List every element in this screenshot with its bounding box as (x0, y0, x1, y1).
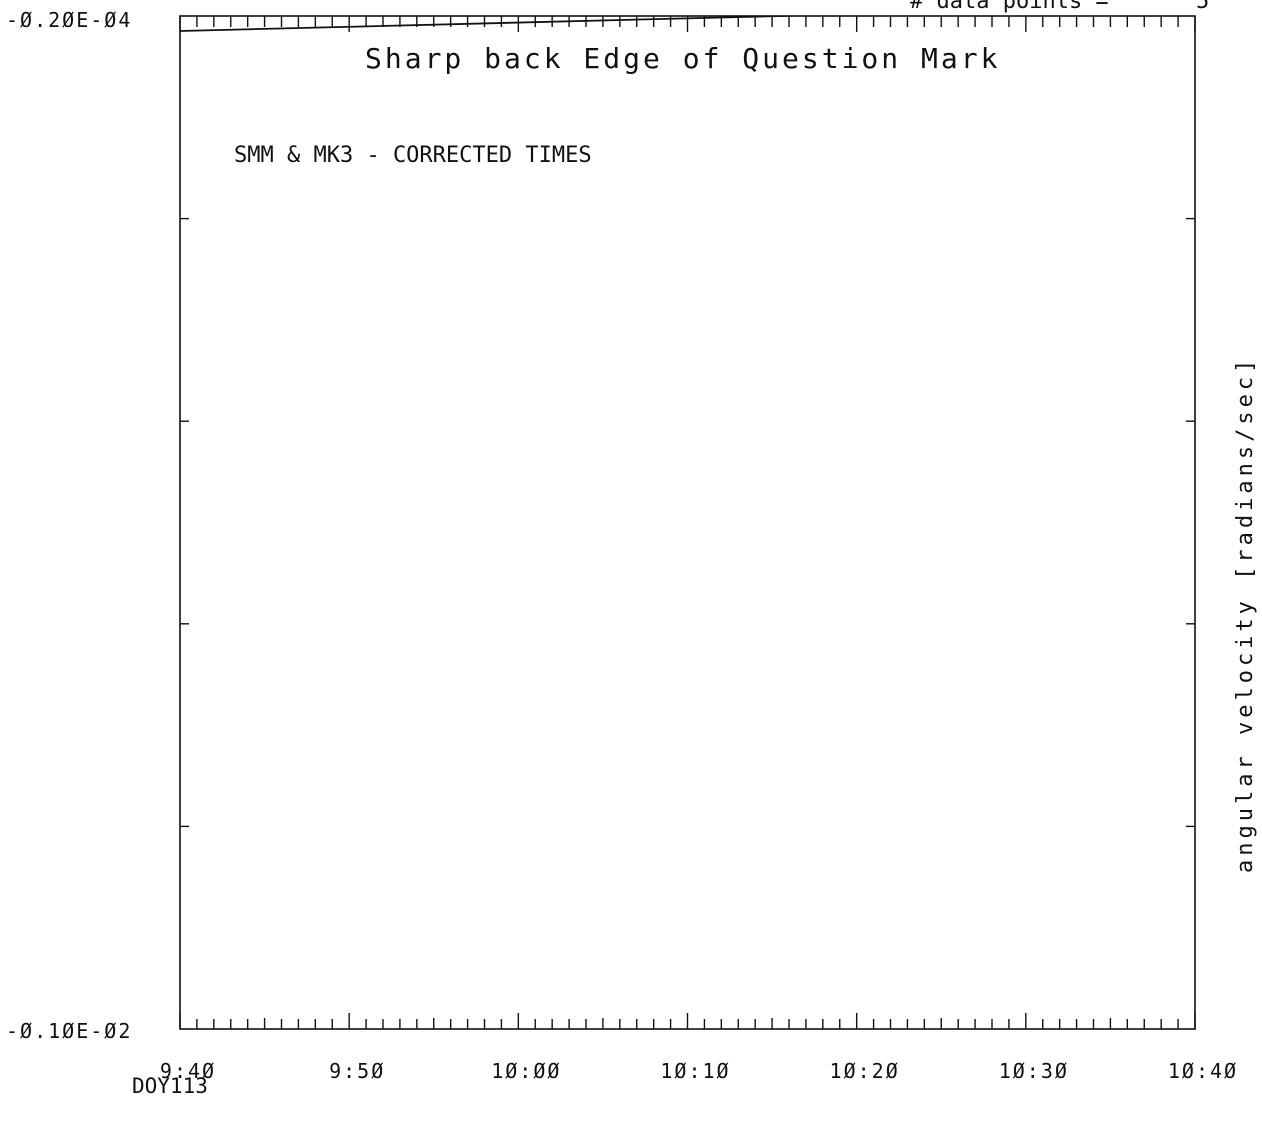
header-data-points-value: 5 (1196, 0, 1209, 14)
x-tick-label: 1Ø:2Ø (830, 1059, 900, 1083)
series-line (180, 16, 818, 32)
x-tick-label: 1Ø:4Ø (1168, 1059, 1238, 1083)
x-tick-label: 1Ø:1Ø (660, 1059, 730, 1083)
y-axis-label: angular velocity [radians/sec] (1233, 356, 1258, 873)
x-tick-label: 9:5Ø (329, 1059, 385, 1083)
y-tick-label-bottom: -Ø.1ØE-Ø2 (6, 1019, 132, 1043)
chart-title: Sharp back Edge of Question Mark (365, 42, 1000, 75)
x-tick-label: 1Ø:3Ø (999, 1059, 1069, 1083)
x-tick-label: 9:4Ø (160, 1059, 216, 1083)
chart-annotation: SMM & MK3 - CORRECTED TIMES (234, 143, 592, 168)
header-data-points-label: # data points = (910, 0, 1109, 14)
x-tick-label: 1Ø:ØØ (491, 1059, 561, 1083)
x-axis-label: DOY113 (132, 1074, 208, 1098)
y-tick-label-top: -Ø.2ØE-Ø4 (6, 8, 132, 32)
